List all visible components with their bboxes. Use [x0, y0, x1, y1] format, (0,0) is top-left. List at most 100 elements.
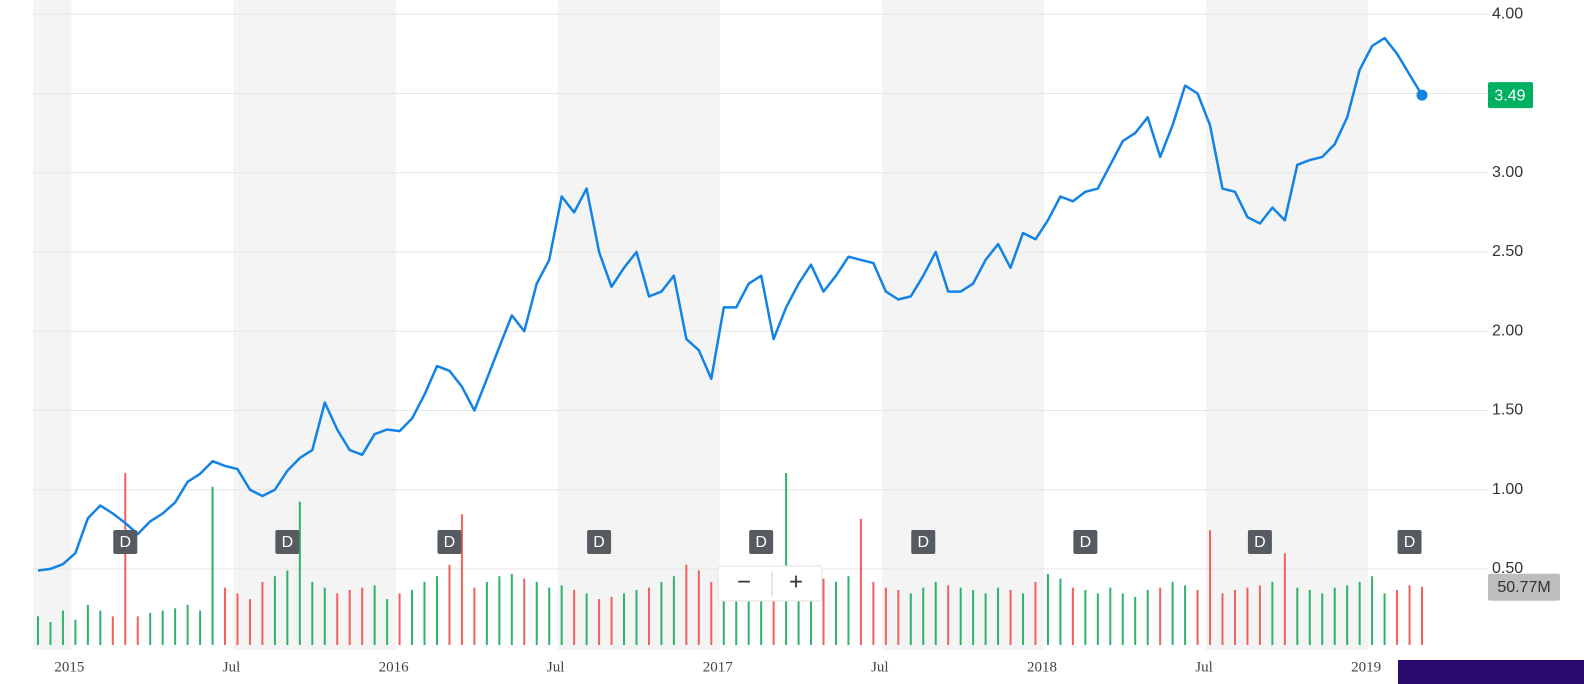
y-tick-label: 1.00 [1492, 481, 1523, 498]
volume-bar [997, 587, 1000, 645]
volume-bar [124, 473, 127, 645]
volume-bar [448, 564, 451, 645]
dividend-label: D [1404, 534, 1416, 551]
zoom-control[interactable]: − + [717, 565, 823, 602]
dividend-box [1397, 530, 1422, 554]
volume-bar [1346, 585, 1349, 645]
volume-bar [323, 587, 326, 645]
volume-bar [1296, 587, 1299, 645]
x-tick-label: 2018 [1027, 659, 1057, 675]
volume-bar [286, 570, 289, 645]
volume-bar [361, 587, 364, 645]
x-tick-label: 2015 [54, 659, 84, 675]
dividend-label: D [1080, 534, 1092, 551]
volume-bar [647, 587, 650, 645]
x-tick-label: 2017 [703, 659, 734, 675]
dividend-marker: D [587, 530, 612, 554]
price-tag [1488, 82, 1533, 109]
volume-bar [1283, 553, 1286, 645]
volume-bar [1271, 581, 1274, 645]
volume-bar [610, 596, 613, 645]
volume-bar [1246, 587, 1249, 645]
volume-bar [236, 593, 239, 645]
volume-bar [1371, 576, 1374, 645]
volume-bar [224, 587, 227, 645]
x-tick-label: 2016 [379, 659, 410, 675]
dividend-box [437, 530, 462, 554]
volume-bar [1009, 589, 1012, 645]
dividend-label: D [593, 534, 605, 551]
volume-bar [1146, 589, 1149, 645]
volume-bar [560, 585, 563, 645]
dividend-box [113, 530, 138, 554]
dividend-box [911, 530, 936, 554]
volume-bar [1258, 585, 1261, 645]
volume-bar [161, 610, 164, 645]
volume-bar [435, 576, 438, 645]
period-band [557, 0, 720, 650]
dividend-label: D [444, 534, 456, 551]
zoom-out[interactable]: − [737, 568, 751, 595]
volume-bar [460, 514, 463, 645]
dividend-label: D [1254, 534, 1266, 551]
volume-bar [423, 581, 426, 645]
dividend-box [749, 530, 774, 554]
volume-bar [136, 616, 139, 645]
volume-bar [772, 581, 775, 645]
x-tick-label: Jul [871, 659, 889, 675]
x-tick-label: Jul [223, 659, 241, 675]
dividend-box [1247, 530, 1272, 554]
volume-bar [523, 578, 526, 645]
y-tick-label: 3.00 [1492, 164, 1523, 181]
price-tag-label: 3.49 [1494, 87, 1525, 104]
volume-bar [1209, 530, 1212, 645]
volume-bar [797, 576, 800, 645]
volume-bar [922, 587, 925, 645]
dividend-box [275, 530, 300, 554]
last-point [1416, 89, 1428, 101]
volume-bar [1022, 593, 1025, 645]
y-tick-label: 2.50 [1492, 243, 1523, 260]
volume-bar [685, 564, 688, 645]
volume-bar [398, 593, 401, 645]
dividend-marker: D [749, 530, 774, 554]
volume-bar [785, 473, 788, 645]
volume-bar [386, 599, 389, 645]
period-band [881, 0, 1044, 650]
dividend-marker: D [911, 530, 936, 554]
volume-bar [1321, 593, 1324, 645]
volume-bar [1184, 585, 1187, 645]
volume-bar [1358, 581, 1361, 645]
period-band [1206, 0, 1369, 650]
volume-bar [1059, 578, 1062, 645]
volume-bar [37, 616, 39, 645]
volume-bar [947, 585, 950, 645]
y-tick-label: 0.50 [1492, 560, 1523, 577]
volume-bar [1333, 587, 1336, 645]
volume-bar [810, 573, 813, 645]
x-tick-label: Jul [1195, 659, 1213, 675]
price-line [37, 36, 1424, 572]
volume-bar [411, 589, 414, 645]
volume-bar [174, 608, 177, 645]
dividend-marker: D [437, 530, 462, 554]
volume-bar [199, 610, 202, 645]
volume-bar [1121, 593, 1124, 645]
volume-bar [1383, 593, 1386, 645]
volume-bar [1308, 589, 1311, 645]
volume-tag [1488, 573, 1560, 601]
volume-bar [585, 593, 588, 645]
volume-bar [186, 604, 189, 645]
volume-bar [834, 581, 837, 645]
dividend-label: D [917, 534, 929, 551]
volume-bar [473, 587, 476, 645]
volume-bar [897, 589, 900, 645]
period-band [233, 0, 396, 650]
zoom-in[interactable]: + [789, 568, 803, 595]
dividend-marker: D [113, 530, 138, 554]
volume-bar [697, 570, 700, 645]
volume-bar [1421, 586, 1423, 645]
volume-bar [573, 589, 576, 645]
volume-bar [149, 612, 152, 645]
